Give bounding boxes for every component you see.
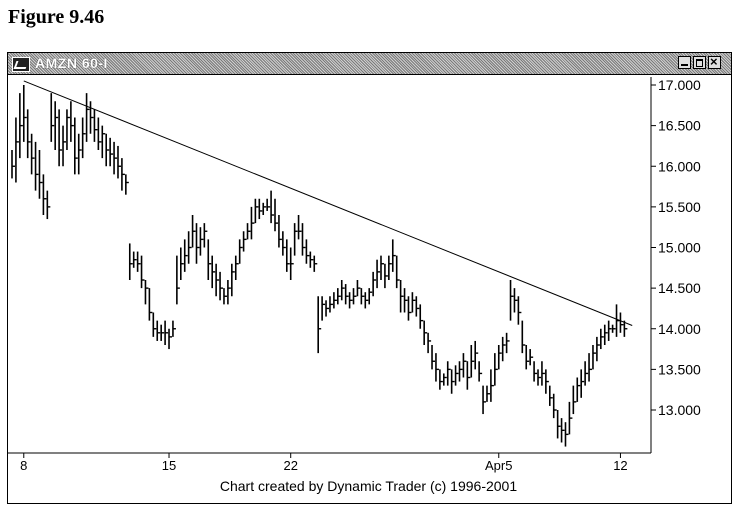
close-button[interactable] <box>708 54 721 69</box>
figure-title: Figure 9.46 <box>8 6 105 28</box>
x-tick-label: 15 <box>162 458 176 473</box>
resistance-trendline <box>23 80 633 326</box>
y-tick-label: 15.000 <box>658 240 701 256</box>
chart-credit: Chart created by Dynamic Trader (c) 1996… <box>219 478 518 494</box>
y-tick-label: 16.000 <box>658 158 701 174</box>
x-tick-label: 12 <box>613 458 627 473</box>
x-tick-label: 22 <box>283 458 297 473</box>
window-title: AMZN 60-I <box>35 55 108 71</box>
x-tick-label: 8 <box>20 458 27 473</box>
minimize-button[interactable] <box>678 56 691 69</box>
chart-app-icon[interactable] <box>12 57 30 72</box>
window-titlebar[interactable]: AMZN 60-I <box>8 53 731 75</box>
y-tick-label: 14.500 <box>658 280 701 296</box>
y-tick-label: 13.000 <box>658 402 701 418</box>
y-tick-label: 15.500 <box>658 199 701 215</box>
y-tick-label: 17.000 <box>658 77 701 93</box>
y-tick-label: 14.000 <box>658 321 701 337</box>
chart-window[interactable]: AMZN 60-I <box>7 52 732 504</box>
maximize-button[interactable] <box>693 56 706 69</box>
y-tick-label: 16.500 <box>658 118 701 134</box>
y-tick-label: 13.500 <box>658 361 701 377</box>
x-tick-label: Apr5 <box>485 458 512 473</box>
